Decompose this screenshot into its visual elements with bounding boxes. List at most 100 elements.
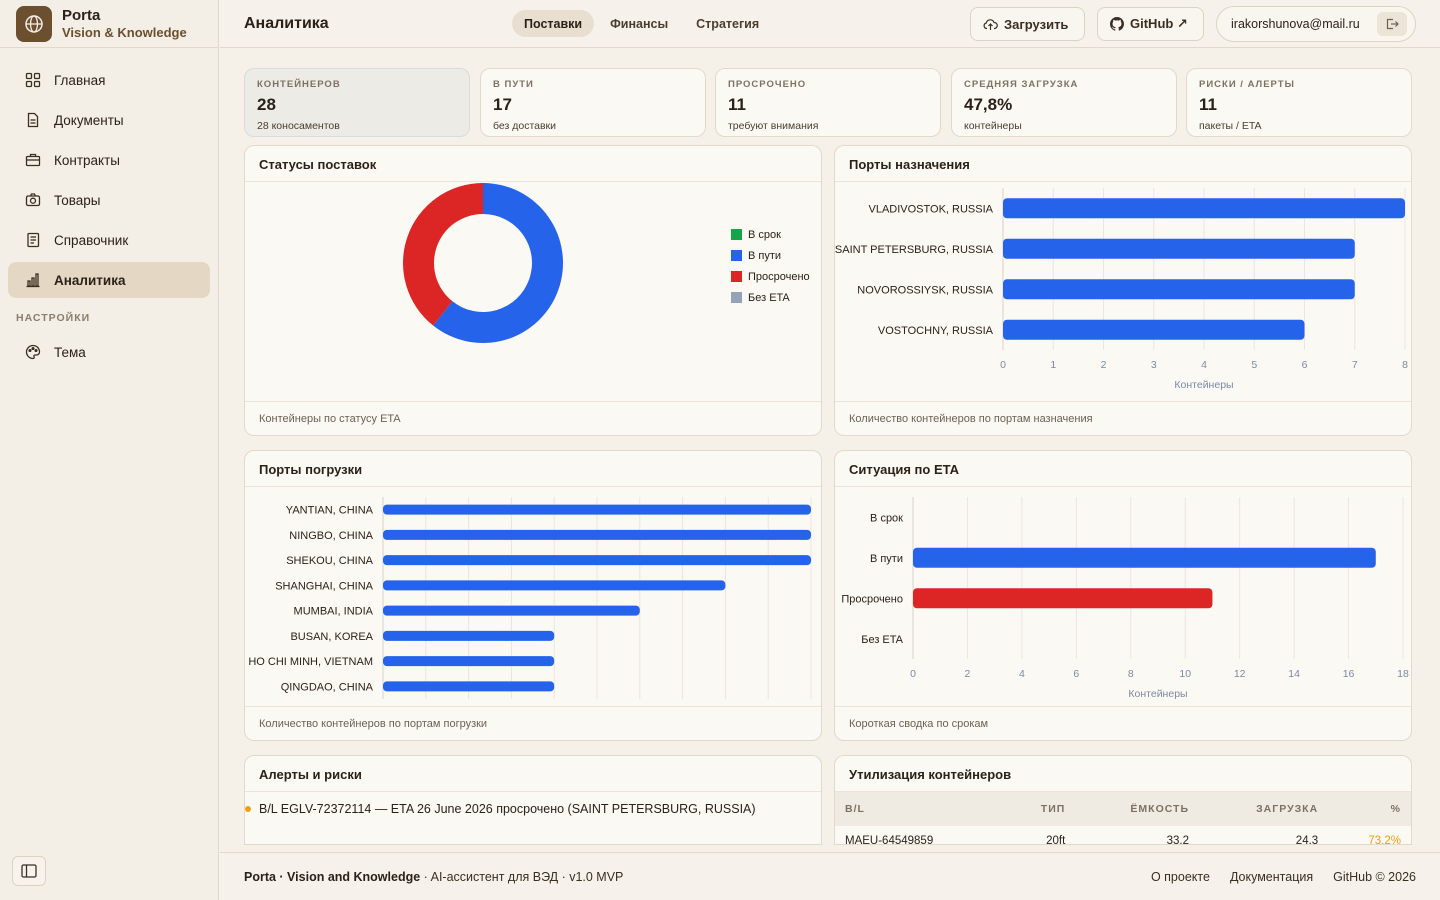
kpi-value: 17 [493, 95, 512, 114]
upload-button[interactable]: Загрузить [970, 7, 1085, 41]
logout-icon [1386, 18, 1399, 30]
column-header[interactable]: % [1328, 792, 1411, 826]
legend-item[interactable]: В срок [731, 224, 810, 245]
sidebar-item-contracts[interactable]: Контракты [8, 142, 210, 178]
kpi-value: 11 [1199, 95, 1217, 114]
kpi-in-transit[interactable]: В ПУТИ 17 без доставки [480, 68, 706, 137]
tick-label: 3 [1151, 359, 1157, 371]
footer: Porta · Vision and Knowledge · AI-ассист… [220, 852, 1440, 900]
logout-button[interactable] [1377, 12, 1407, 36]
tick-label: 6 [1073, 668, 1079, 680]
loading-ports-chart: 00.51.01.52.02.53.03.54.04.55.0Контейнер… [248, 497, 812, 699]
sidebar-item-analytics[interactable]: Аналитика [8, 262, 210, 298]
tick-label: 5 [1251, 359, 1257, 371]
kpi-sub: контейнеры [964, 120, 1022, 132]
legend-item[interactable]: В пути [731, 245, 810, 266]
sidebar-panel-icon [21, 864, 37, 878]
card-footer: Количество контейнеров по портам назначе… [835, 401, 1411, 435]
kpi-sub: 28 коносаментов [257, 120, 340, 132]
column-header[interactable]: ТИП [1005, 792, 1076, 826]
tab-strategy[interactable]: Стратегия [696, 16, 760, 31]
document-icon [24, 111, 42, 129]
tick-label: 2 [965, 668, 971, 680]
card-footer: Короткая сводка по срокам [835, 706, 1411, 740]
sidebar-item-reference[interactable]: Справочник [8, 222, 210, 258]
card-alerts: Алерты и риски B/L EGLV-72372114 — ETA 2… [244, 755, 822, 845]
bar [1003, 238, 1355, 259]
tab-finance[interactable]: Финансы [610, 16, 669, 31]
card-title: Порты погрузки [245, 451, 821, 487]
category-label: SHEKOU, CHINA [286, 555, 373, 567]
tick-label: 16 [1343, 668, 1355, 680]
bar [383, 605, 640, 616]
card-title: Статусы поставок [245, 146, 821, 182]
tick-label: 18 [1397, 668, 1409, 680]
palette-icon [24, 343, 42, 361]
column-header[interactable]: ЗАГРУЗКА [1199, 792, 1329, 826]
status-donut-chart [403, 183, 563, 343]
column-header[interactable]: B/L [835, 792, 1006, 826]
user-account[interactable]: irakorshunova@mail.ru [1216, 6, 1416, 42]
sidebar-toggle-button[interactable] [12, 856, 46, 886]
sidebar-item-home[interactable]: Главная [8, 62, 210, 98]
category-label: Просрочено [841, 593, 903, 605]
legend-item[interactable]: Без ETA [731, 287, 810, 308]
tab-supplies[interactable]: Поставки [512, 10, 595, 37]
bar [1003, 198, 1405, 219]
github-button-label: GitHub ↗ [1130, 16, 1188, 31]
sidebar-item-label: Главная [54, 72, 106, 88]
github-icon [1110, 17, 1124, 31]
card-eta: Ситуация по ETA 0 2 4 6 8 10 12 14 16 18 Контейнер… [834, 450, 1412, 741]
footer-link-docs[interactable]: Документация [1229, 870, 1314, 884]
kpi-label: КОНТЕЙНЕРОВ [257, 79, 341, 90]
sidebar-nav: Главная Документы Контракты Товары Справ… [0, 48, 218, 298]
alert-text: B/L EGLV-72372114 — ETA 26 June 2026 про… [259, 802, 756, 816]
column-header[interactable]: ЁМКОСТЬ [1075, 792, 1200, 826]
github-button[interactable]: GitHub ↗ [1097, 7, 1204, 41]
kpi-overdue[interactable]: ПРОСРОЧЕНО 11 требуют внимания [715, 68, 941, 137]
footer-description: · AI-ассистент для ВЭД · v1.0 MVP [420, 870, 624, 884]
bar [383, 529, 811, 540]
kpi-containers[interactable]: КОНТЕЙНЕРОВ 28 28 коносаментов [244, 68, 470, 137]
card-statuses: Статусы поставок В срок В пути Просрочен… [244, 145, 822, 436]
donut-slice [433, 183, 563, 343]
bar-chart-icon [24, 271, 42, 289]
camera-icon [24, 191, 42, 209]
sidebar-item-theme[interactable]: Тема [8, 334, 210, 370]
table-row[interactable]: MAEU-64549859 20ft 33.2 24.3 73.2% [835, 826, 1411, 845]
grid-icon [24, 71, 42, 89]
bar [1003, 279, 1355, 300]
footer-link-about[interactable]: О проекте [1150, 870, 1210, 884]
category-label: Без ETA [861, 634, 903, 646]
alert-item[interactable]: B/L EGLV-72372114 — ETA 26 June 2026 про… [245, 792, 821, 816]
brand[interactable]: Porta Vision & Knowledge [0, 0, 218, 48]
footer-link-github[interactable]: GitHub © 2026 [1333, 870, 1416, 884]
bar [383, 580, 726, 591]
legend-swatch [731, 292, 742, 303]
category-label: BUSAN, KOREA [290, 631, 373, 643]
category-label: MUMBAI, INDIA [294, 606, 374, 618]
footer-info: Porta · Vision and Knowledge · AI-ассист… [244, 870, 623, 884]
eta-chart: 0 2 4 6 8 10 12 14 16 18 Контейнеры В срок В пути Про… [841, 497, 1409, 700]
cloud-upload-icon [983, 18, 998, 30]
card-loading-ports: Порты погрузки 00.51.01.52.02.53.03.54.0… [244, 450, 822, 741]
tick-label: 4 [1201, 359, 1207, 371]
legend-item[interactable]: Просрочено [731, 266, 810, 287]
sidebar-item-label: Справочник [54, 232, 129, 248]
tick-label: 7 [1352, 359, 1358, 371]
sidebar-item-goods[interactable]: Товары [8, 182, 210, 218]
category-label: NINGBO, CHINA [289, 530, 373, 542]
bar [383, 630, 555, 641]
tick-label: 2 [1101, 359, 1107, 371]
user-email: irakorshunova@mail.ru [1231, 17, 1360, 31]
bar [383, 656, 555, 667]
status-legend: В срок В пути Просрочено Без ETA [731, 224, 810, 308]
kpi-avg-load[interactable]: СРЕДНЯЯ ЗАГРУЗКА 47,8% контейнеры [951, 68, 1177, 137]
table-cell: 24.3 [1295, 835, 1319, 845]
tick-label: 0 [1000, 359, 1006, 371]
briefcase-icon [24, 151, 42, 169]
tick-label: 12 [1234, 668, 1246, 680]
sidebar-item-documents[interactable]: Документы [8, 102, 210, 138]
sidebar-item-label: Тема [54, 344, 86, 360]
kpi-risks[interactable]: РИСКИ / АЛЕРТЫ 11 пакеты / ETA [1186, 68, 1412, 137]
